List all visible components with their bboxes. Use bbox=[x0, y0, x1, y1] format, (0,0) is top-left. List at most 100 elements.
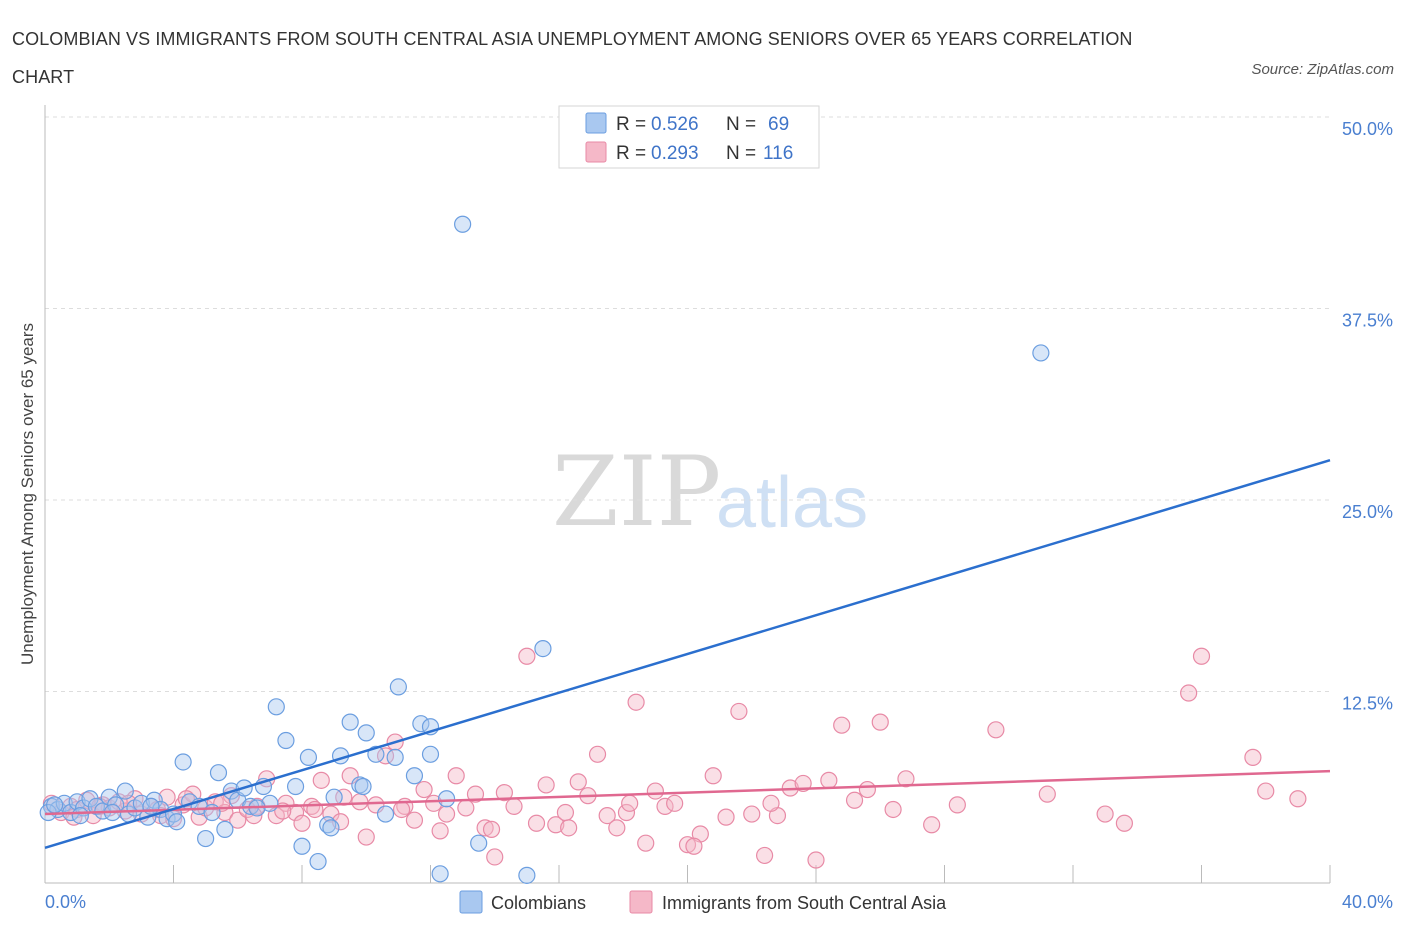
immigrants-point-32 bbox=[312, 771, 330, 789]
immigrants-point-86 bbox=[897, 770, 915, 788]
immigrants-point-52 bbox=[505, 797, 523, 816]
immigrants-point-36 bbox=[351, 793, 369, 811]
y-axis-title: Unemployment Among Seniors over 65 years bbox=[18, 323, 37, 665]
immigrants-point-95 bbox=[1244, 748, 1262, 766]
x-tick-labels: 0.0% 40.0% bbox=[45, 892, 1393, 912]
immigrants-point-55 bbox=[537, 776, 555, 794]
colombians-point-23 bbox=[197, 829, 215, 848]
y-tick-label-3: 50.0% bbox=[1342, 119, 1393, 139]
colombians-point-40 bbox=[325, 788, 343, 806]
legend-swatch-immigrants bbox=[585, 141, 607, 163]
immigrants-point-92 bbox=[1115, 814, 1134, 832]
immigrants-point-109 bbox=[431, 822, 449, 840]
legend-n-label-1: N = bbox=[726, 114, 756, 135]
immigrants-point-48 bbox=[466, 785, 485, 803]
colombians-point-39 bbox=[319, 816, 337, 834]
immigrants-point-57 bbox=[556, 803, 575, 822]
immigrants-point-54 bbox=[527, 814, 546, 832]
colombians-point-63 bbox=[142, 797, 160, 816]
trend-lines bbox=[44, 458, 1331, 849]
colombians-point-64 bbox=[168, 813, 186, 831]
legend-n-label-2: N = bbox=[726, 143, 756, 164]
immigrants-point-23 bbox=[229, 811, 247, 829]
colombians-point-44 bbox=[357, 724, 375, 742]
chart-source: Source: ZipAtlas.com bbox=[1251, 61, 1394, 78]
immigrants-point-83 bbox=[858, 780, 877, 799]
series-legend-label-colombians: Colombians bbox=[491, 893, 586, 913]
legend-r-value-2: 0.293 bbox=[651, 143, 699, 164]
colombians-point-38 bbox=[309, 852, 327, 871]
immigrants-point-46 bbox=[447, 767, 465, 785]
immigrants-point-90 bbox=[1038, 785, 1056, 803]
colombians-point-55 bbox=[470, 834, 488, 852]
y-tick-label-2: 37.5% bbox=[1342, 311, 1393, 331]
immigrants-point-60 bbox=[588, 745, 607, 763]
immigrants-point-68 bbox=[666, 794, 684, 812]
immigrants-point-112 bbox=[621, 794, 639, 812]
colombians-points bbox=[39, 215, 1050, 884]
immigrants-point-82 bbox=[845, 791, 864, 809]
immigrants-point-93 bbox=[1180, 684, 1198, 702]
colombians-point-35 bbox=[286, 777, 305, 796]
colombians-point-53 bbox=[437, 790, 456, 808]
colombians-point-20 bbox=[174, 753, 192, 771]
immigrants-point-67 bbox=[656, 797, 674, 816]
legend-n-value-2: 116 bbox=[763, 143, 793, 164]
colombians-point-48 bbox=[389, 678, 407, 696]
immigrants-point-74 bbox=[743, 805, 761, 823]
immigrants-point-81 bbox=[833, 716, 851, 734]
stats-legend: R = 0.526 N = 69 R = 0.293 N = 116 bbox=[558, 105, 820, 169]
colombians-point-33 bbox=[267, 698, 285, 716]
y-tick-label-0: 12.5% bbox=[1342, 694, 1393, 714]
gridlines bbox=[45, 116, 1330, 692]
colombians-point-52 bbox=[431, 865, 449, 883]
colombians-point-51 bbox=[421, 745, 440, 763]
immigrants-point-71 bbox=[704, 767, 722, 785]
x-tick-label-1: 40.0% bbox=[1342, 892, 1393, 912]
colombians-point-25 bbox=[209, 764, 228, 782]
immigrants-point-111 bbox=[560, 819, 578, 837]
immigrants-point-34 bbox=[331, 813, 350, 831]
immigrants-point-73 bbox=[730, 702, 748, 721]
immigrants-point-51 bbox=[495, 784, 513, 802]
colombians-point-42 bbox=[341, 713, 359, 731]
immigrants-point-110 bbox=[482, 820, 501, 838]
immigrants-point-114 bbox=[762, 794, 780, 812]
series-legend: Colombians Immigrants from South Central… bbox=[459, 890, 947, 914]
immigrants-point-97 bbox=[1289, 790, 1307, 808]
immigrants-point-65 bbox=[637, 834, 655, 852]
immigrants-point-72 bbox=[717, 808, 735, 826]
colombians-point-24 bbox=[203, 803, 221, 822]
immigrants-point-45 bbox=[437, 805, 456, 823]
colombians-point-57 bbox=[534, 640, 552, 658]
series-legend-swatch-colombians bbox=[459, 890, 483, 914]
axes bbox=[44, 105, 1331, 884]
immigrants-point-85 bbox=[884, 800, 902, 819]
immigrants-points bbox=[42, 647, 1307, 869]
colombians-point-47 bbox=[386, 748, 404, 766]
immigrants-point-80 bbox=[820, 771, 838, 789]
colombians-point-54 bbox=[454, 215, 472, 233]
immigrants-point-79 bbox=[807, 851, 825, 869]
immigrants-point-42 bbox=[405, 811, 424, 829]
immigrants-point-113 bbox=[685, 837, 703, 855]
immigrants-point-44 bbox=[425, 794, 443, 812]
immigrants-point-63 bbox=[617, 803, 636, 822]
immigrants-point-91 bbox=[1096, 805, 1114, 823]
colombians-trend-line bbox=[44, 458, 1331, 849]
legend-n-value-1: 69 bbox=[768, 114, 789, 135]
colombians-point-46 bbox=[376, 805, 395, 823]
x-tick-label-0: 0.0% bbox=[45, 892, 86, 912]
immigrants-point-94 bbox=[1192, 647, 1211, 665]
legend-r-value-1: 0.526 bbox=[651, 114, 699, 135]
chart-title: COLOMBIAN VS IMMIGRANTS FROM SOUTH CENTR… bbox=[12, 29, 1133, 87]
immigrants-point-37 bbox=[357, 828, 375, 846]
immigrants-point-89 bbox=[987, 721, 1005, 739]
colombians-point-66 bbox=[354, 777, 372, 796]
immigrants-point-62 bbox=[608, 819, 626, 837]
immigrants-point-75 bbox=[755, 846, 774, 865]
immigrants-point-56 bbox=[547, 816, 565, 834]
colombians-point-60 bbox=[46, 796, 64, 814]
immigrants-point-58 bbox=[569, 773, 587, 791]
